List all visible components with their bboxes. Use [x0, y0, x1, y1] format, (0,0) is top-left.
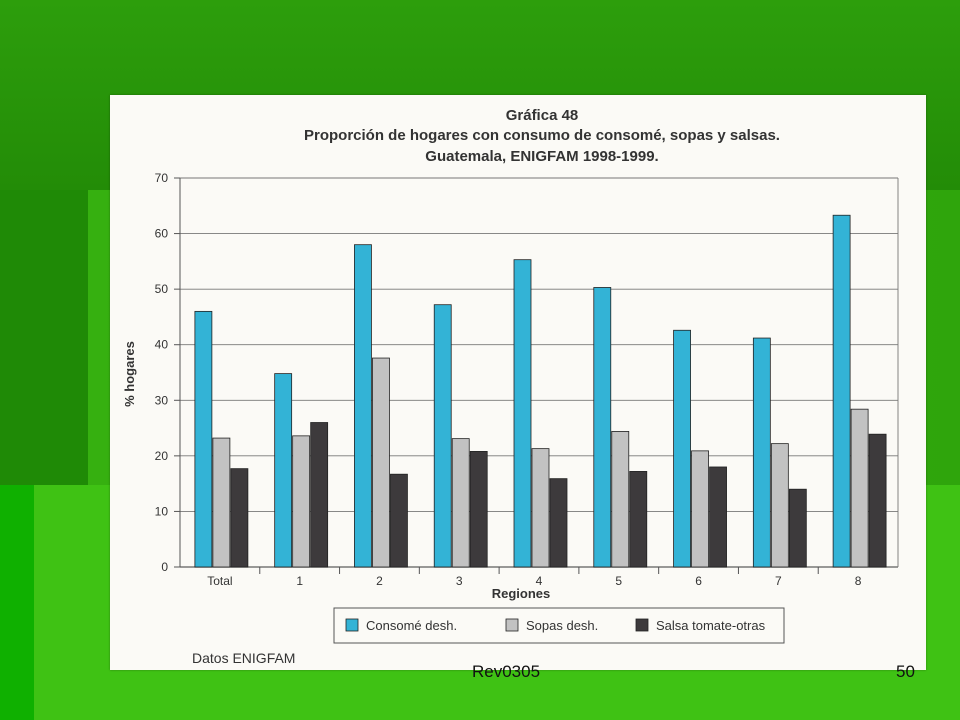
- bar: [230, 468, 249, 568]
- bar: [274, 373, 293, 568]
- legend-label: Sopas desh.: [526, 618, 598, 633]
- legend-label: Salsa tomate-otras: [656, 618, 766, 633]
- y-tick-label: 0: [161, 560, 168, 574]
- bar: [868, 433, 887, 568]
- bar: [451, 438, 470, 568]
- slide-number: 50: [896, 662, 915, 681]
- y-tick-label: 20: [155, 449, 169, 463]
- bar: [629, 471, 648, 568]
- chart-subtitle-line1: Proporción de hogares con consumo de con…: [304, 127, 780, 144]
- chart-subtitle-line2: Guatemala, ENIGFAM 1998-1999.: [425, 148, 658, 165]
- legend-swatch: [635, 618, 649, 632]
- bar: [691, 450, 709, 568]
- bar: [673, 329, 691, 568]
- bar: [372, 357, 390, 568]
- chart-title: Gráfica 48: [506, 107, 579, 124]
- bar: [593, 287, 612, 568]
- x-tick-label: 8: [855, 574, 862, 588]
- x-tick-label: 1: [296, 574, 303, 588]
- bar: [212, 437, 231, 568]
- legend-box: [333, 607, 785, 644]
- bar: [292, 435, 311, 568]
- chart-panel: Gráfica 48 Proporción de hogares con con…: [110, 95, 926, 670]
- legend: Consomé desh. Sopas desh. Salsa tomate-otr…: [345, 618, 766, 633]
- x-tick-label: 7: [775, 574, 782, 588]
- bar: [513, 259, 532, 568]
- y-tick-label: 60: [155, 227, 169, 241]
- y-tick-label: 70: [155, 171, 169, 185]
- bar: [788, 488, 807, 568]
- bar: [531, 448, 550, 568]
- bar: [770, 443, 789, 568]
- x-axis-label: Regiones: [492, 586, 551, 601]
- y-tick-label: 30: [155, 393, 169, 407]
- bar: [709, 466, 727, 568]
- x-tick-label: Total: [207, 574, 232, 588]
- x-tick-label: 2: [376, 574, 383, 588]
- bar-chart: Gráfica 48 Proporción de hogares con con…: [122, 107, 899, 666]
- footer-revision: Rev0305: [472, 662, 541, 681]
- bar: [390, 473, 408, 568]
- y-axis-label: % hogares: [122, 341, 137, 407]
- x-tick-label: 5: [615, 574, 622, 588]
- bar: [354, 244, 372, 568]
- y-tick-label: 10: [155, 504, 169, 518]
- source-note: Datos ENIGFAM: [192, 650, 295, 666]
- y-tick-label: 40: [155, 338, 169, 352]
- y-tick-label: 50: [155, 282, 169, 296]
- bar: [310, 422, 329, 568]
- bar: [850, 408, 869, 568]
- x-tick-label: 6: [695, 574, 702, 588]
- legend-swatch: [345, 618, 359, 632]
- x-tick-label: 3: [456, 574, 463, 588]
- bar: [611, 431, 630, 568]
- x-tick-labels: Total 1 2 3 4 5 6 7 8: [207, 567, 862, 588]
- legend-label: Consomé desh.: [366, 618, 457, 633]
- bar: [549, 478, 568, 568]
- bar: [752, 337, 771, 568]
- y-tick-labels: 0 10 20 30 40 50 60 70: [155, 171, 169, 574]
- slide-background-edge: [0, 485, 34, 720]
- x-tick-label: 4: [536, 574, 543, 588]
- bar: [832, 214, 851, 568]
- legend-swatch: [505, 618, 519, 632]
- bar: [194, 310, 213, 568]
- bars: [194, 214, 887, 568]
- bar: [469, 451, 488, 568]
- bar: [433, 304, 452, 568]
